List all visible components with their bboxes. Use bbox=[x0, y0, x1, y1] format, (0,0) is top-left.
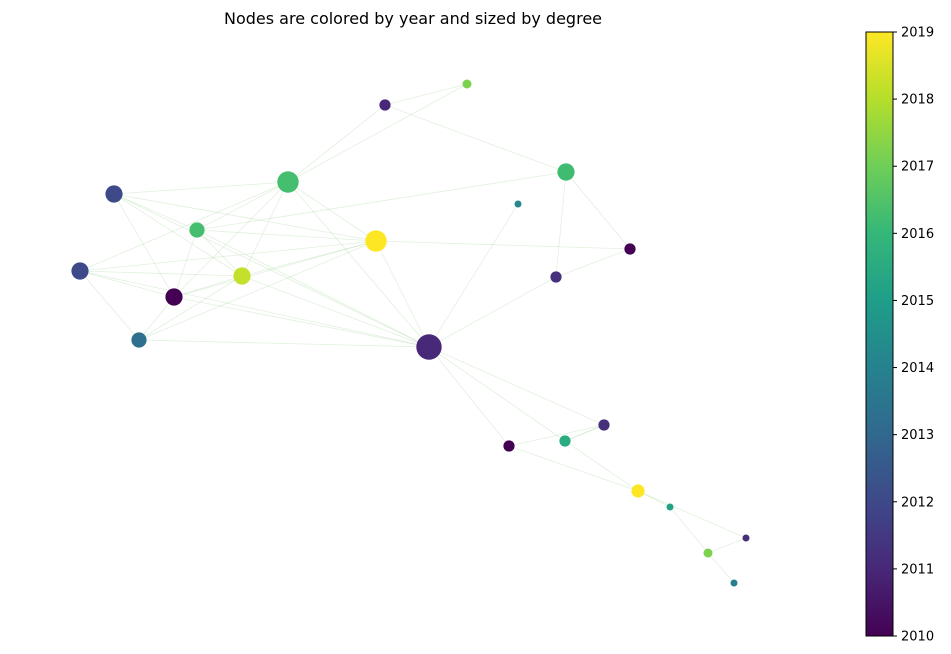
node-n4 bbox=[514, 200, 522, 208]
edge-n13-n14 bbox=[138, 296, 175, 341]
colorbar-tick-label-2012: 2012 bbox=[901, 495, 934, 510]
node-n20 bbox=[666, 503, 674, 511]
edge-n1-n6 bbox=[287, 83, 468, 183]
node-n1 bbox=[462, 79, 472, 89]
colorbar-tick-label-2011: 2011 bbox=[901, 562, 934, 577]
edge-n18-n19 bbox=[564, 440, 639, 492]
edge-n6-n15 bbox=[287, 181, 430, 348]
edge-n6-n11 bbox=[79, 181, 289, 272]
edge-n19-n21 bbox=[637, 490, 747, 539]
edge-n2-n3 bbox=[384, 104, 567, 173]
node-n13 bbox=[165, 288, 183, 306]
edge-n1-n2 bbox=[384, 83, 468, 106]
colorbar-tick-label-2014: 2014 bbox=[901, 361, 934, 376]
colorbar-tick-label-2019: 2019 bbox=[901, 26, 934, 41]
edge-n7-n13 bbox=[173, 229, 198, 298]
edge-n8-n14 bbox=[138, 240, 377, 341]
colorbar-tick-label-2016: 2016 bbox=[901, 227, 934, 242]
node-n11 bbox=[71, 262, 89, 280]
edge-n11-n14 bbox=[79, 270, 140, 341]
edge-n5-n8 bbox=[113, 193, 377, 242]
colorbar-tick-label-2018: 2018 bbox=[901, 93, 934, 108]
edge-n15-n18 bbox=[428, 346, 566, 442]
edge-n5-n13 bbox=[113, 193, 175, 298]
edge-n22-n23 bbox=[707, 552, 735, 584]
node-n21 bbox=[742, 534, 750, 542]
node-n6 bbox=[277, 171, 299, 193]
edge-n18-n16 bbox=[564, 424, 605, 442]
edge-n11-n12 bbox=[79, 270, 243, 277]
edge-n15-n16 bbox=[428, 346, 605, 426]
edge-n12-n14 bbox=[138, 275, 243, 341]
edge-n3-n10 bbox=[555, 171, 567, 278]
edge-n7-n15 bbox=[196, 229, 430, 348]
edge-n11-n15 bbox=[79, 270, 430, 348]
edge-n5-n7 bbox=[113, 193, 198, 231]
edge-n14-n15 bbox=[138, 339, 430, 348]
edge-n6-n8 bbox=[287, 181, 377, 242]
node-n19 bbox=[631, 484, 645, 498]
node-n23 bbox=[730, 579, 738, 587]
colorbar-gradient bbox=[865, 31, 894, 637]
edge-n17-n19 bbox=[508, 445, 639, 492]
edge-n8-n12 bbox=[241, 240, 377, 277]
edge-n13-n15 bbox=[173, 296, 430, 348]
edge-n7-n12 bbox=[196, 229, 243, 277]
edge-n15-n10 bbox=[428, 276, 557, 348]
edge-n6-n12 bbox=[241, 181, 289, 277]
edge-n5-n15 bbox=[113, 193, 430, 348]
edge-n15-n17 bbox=[428, 346, 510, 447]
edge-n8-n15 bbox=[375, 240, 430, 348]
edge-n16-n18 bbox=[564, 424, 605, 442]
edge-n5-n12 bbox=[113, 193, 243, 277]
node-n17 bbox=[503, 440, 515, 452]
edge-n8-n13 bbox=[173, 240, 377, 298]
edge-n16-n17 bbox=[508, 424, 605, 447]
edge-n3-n9 bbox=[565, 171, 631, 250]
node-n10 bbox=[550, 271, 562, 283]
node-n3 bbox=[557, 163, 575, 181]
edge-n20-n22 bbox=[669, 506, 709, 554]
edges-layer bbox=[79, 83, 747, 584]
edge-n5-n6 bbox=[113, 181, 289, 195]
colorbar-tick-label-2017: 2017 bbox=[901, 160, 934, 175]
node-n2 bbox=[379, 99, 391, 111]
node-n14 bbox=[131, 332, 147, 348]
node-n18 bbox=[559, 435, 571, 447]
node-n16 bbox=[598, 419, 610, 431]
node-n22 bbox=[703, 548, 713, 558]
edge-n2-n6 bbox=[287, 104, 386, 183]
node-n8 bbox=[365, 230, 387, 252]
node-n9 bbox=[624, 243, 636, 255]
edge-n7-n8 bbox=[196, 229, 377, 242]
edge-n12-n13 bbox=[173, 275, 243, 298]
edge-n6-n13 bbox=[173, 181, 289, 298]
colorbar-tick-label-2015: 2015 bbox=[901, 294, 934, 309]
node-n5 bbox=[105, 185, 123, 203]
edge-n11-n13 bbox=[79, 270, 175, 298]
edge-n3-n7 bbox=[196, 171, 567, 231]
edge-n6-n7 bbox=[196, 181, 289, 231]
edge-n21-n22 bbox=[707, 537, 747, 554]
edge-n12-n15 bbox=[241, 275, 430, 348]
colorbar-ticks: 2010 2011 2012 2013 2014 2015 2016 2017 2018 2019 bbox=[893, 26, 934, 645]
nodes-layer bbox=[71, 79, 750, 587]
edge-n4-n15 bbox=[428, 203, 519, 348]
colorbar: 2010 2011 2012 2013 2014 2015 2016 2017 2018 2019 bbox=[865, 26, 934, 645]
edge-n8-n11 bbox=[79, 240, 377, 272]
node-n7 bbox=[189, 222, 205, 238]
chart-title: Nodes are colored by year and sized by d… bbox=[224, 9, 602, 28]
node-n15 bbox=[416, 334, 442, 360]
edge-n8-n9 bbox=[375, 240, 631, 250]
node-n12 bbox=[233, 267, 251, 285]
colorbar-tick-label-2010: 2010 bbox=[901, 630, 934, 645]
edge-n9-n10 bbox=[555, 248, 631, 278]
colorbar-tick-label-2013: 2013 bbox=[901, 428, 934, 443]
